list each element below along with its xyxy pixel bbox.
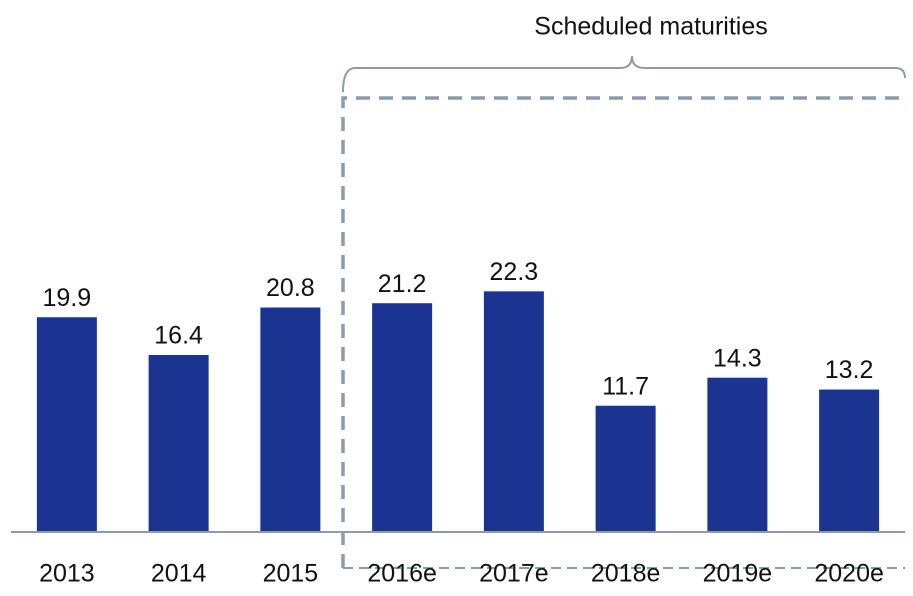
value-label: 20.8	[266, 274, 315, 302]
value-label: 16.4	[154, 322, 203, 350]
x-tick-label: 2017e	[479, 560, 549, 588]
value-label: 22.3	[490, 258, 539, 286]
x-tick-label: 2019e	[703, 560, 773, 588]
value-label: 11.7	[602, 372, 649, 400]
x-tick-label: 2013	[39, 560, 95, 588]
bar	[707, 377, 768, 532]
bar	[260, 307, 321, 532]
x-tick-label: 2020e	[814, 560, 884, 588]
x-tick-label: 2014	[151, 560, 207, 588]
x-tick-label: 2016e	[367, 560, 437, 588]
value-label: 19.9	[43, 284, 92, 312]
bar	[595, 405, 656, 532]
annotation: Scheduled maturities	[534, 13, 767, 41]
forecast-box	[341, 96, 905, 568]
bar	[372, 303, 433, 532]
brace	[342, 55, 906, 93]
value-label: 21.2	[378, 270, 427, 298]
bar	[819, 389, 880, 532]
bar	[36, 317, 97, 532]
x-tick-label: 2018e	[591, 560, 661, 588]
bar	[148, 355, 209, 532]
value-label: 14.3	[713, 344, 762, 372]
bar	[483, 291, 544, 532]
value-label: 13.2	[825, 356, 874, 384]
x-tick-label: 2015	[263, 560, 319, 588]
